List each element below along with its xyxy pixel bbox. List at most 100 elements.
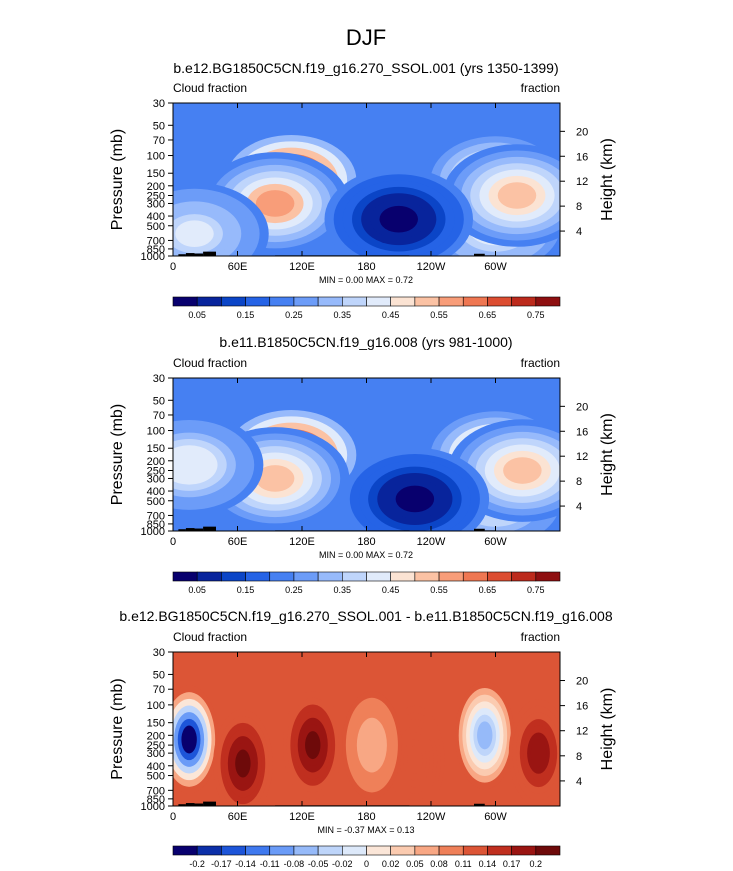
colorbar-swatch xyxy=(221,296,246,307)
panel-title: b.e12.BG1850C5CN.f19_g16.270_SSOL.001 (y… xyxy=(173,60,558,76)
y-tick-label: 300 xyxy=(147,198,165,210)
colorbar-label: 0.14 xyxy=(479,859,497,869)
y-tick-label: 300 xyxy=(147,473,165,485)
colorbar-swatch xyxy=(390,296,416,307)
colorbar-swatch xyxy=(462,571,488,582)
topography-block xyxy=(178,529,186,531)
colorbar: 0.05 0.15 0.25 0.35 0.45 0.55 0.65 0.75 xyxy=(172,571,561,595)
colorbar-swatch xyxy=(487,296,512,307)
x-tick-label: 120W xyxy=(417,536,446,548)
colorbar-swatch xyxy=(172,571,198,582)
colorbar: -0.2 -0.17 -0.14 -0.11 -0.08 -0.05 -0.02 0 0.02 0… xyxy=(172,845,561,869)
colorbar-label: 0.35 xyxy=(334,310,352,320)
contour-feature-5 xyxy=(530,739,547,768)
colorbar-swatch xyxy=(342,571,367,582)
x-tick-label: 0 xyxy=(170,536,176,548)
colorbar-label: 0.05 xyxy=(188,585,206,595)
y-tick-label: 30 xyxy=(153,98,165,110)
colorbar-label: 0.15 xyxy=(237,585,255,595)
colorbar-swatch xyxy=(245,296,271,307)
colorbar-label: 0.45 xyxy=(382,310,400,320)
colorbar-label: 0 xyxy=(364,859,369,869)
contour-field xyxy=(173,103,560,256)
y-tick-label: 50 xyxy=(153,669,165,681)
y-right-tick-label: 16 xyxy=(576,426,588,438)
colorbar-swatch xyxy=(511,296,537,307)
left-label: Cloud fraction xyxy=(173,630,247,644)
y-tick-label: 400 xyxy=(147,761,165,773)
colorbar: 0.05 0.15 0.25 0.35 0.45 0.55 0.65 0.75 xyxy=(172,296,561,320)
y-right-tick-label: 16 xyxy=(576,151,588,163)
x-tick-label: 60W xyxy=(484,811,507,823)
colorbar-swatch xyxy=(438,845,464,856)
colorbar-swatch xyxy=(511,845,537,856)
colorbar-label: 0.17 xyxy=(503,859,521,869)
x-tick-label: 120E xyxy=(289,811,315,823)
y-right-tick-label: 12 xyxy=(576,726,588,738)
y-axis-label-right: Height (km) xyxy=(599,413,616,496)
colorbar-label: 0.45 xyxy=(382,585,400,595)
contour-feature-2 xyxy=(255,465,295,492)
y-tick-label: 100 xyxy=(147,151,165,163)
y-tick-label: 100 xyxy=(147,426,165,438)
colorbar-label: -0.05 xyxy=(308,859,329,869)
y-tick-label: 1000 xyxy=(141,251,165,263)
colorbar-label: 0.55 xyxy=(430,310,448,320)
colorbar-swatch xyxy=(487,571,512,582)
topography-block xyxy=(203,251,216,256)
left-label: Cloud fraction xyxy=(173,356,247,370)
colorbar-swatch xyxy=(196,296,222,307)
colorbar-label: 0.05 xyxy=(188,310,206,320)
colorbar-swatch xyxy=(511,571,537,582)
topography-block xyxy=(178,804,186,806)
colorbar-swatch xyxy=(196,571,222,582)
colorbar-label: 0.2 xyxy=(530,859,543,869)
left-label: Cloud fraction xyxy=(173,81,247,95)
colorbar-swatch xyxy=(535,845,561,856)
y-tick-label: 250 xyxy=(147,466,165,478)
colorbar-swatch xyxy=(245,571,271,582)
topography-block xyxy=(194,528,204,531)
colorbar-swatch xyxy=(269,845,295,856)
y-tick-label: 700 xyxy=(147,510,165,522)
y-axis-label-right: Height (km) xyxy=(599,688,616,771)
y-tick-label: 150 xyxy=(147,443,165,455)
colorbar-swatch xyxy=(366,296,391,307)
colorbar-swatch xyxy=(414,845,440,856)
colorbar-swatch xyxy=(342,296,367,307)
y-tick-label: 70 xyxy=(153,135,165,147)
colorbar-swatch xyxy=(535,296,561,307)
colorbar-swatch xyxy=(438,571,464,582)
topography-block xyxy=(194,253,204,256)
contour-field xyxy=(173,652,560,806)
colorbar-label: 0.55 xyxy=(430,585,448,595)
y-tick-label: 500 xyxy=(147,496,165,508)
y-right-tick-label: 20 xyxy=(576,401,588,413)
colorbar-label: 0.75 xyxy=(527,585,545,595)
y-tick-label: 250 xyxy=(147,191,165,203)
y-right-tick-label: 20 xyxy=(576,126,588,138)
colorbar-label: 0.25 xyxy=(285,310,303,320)
topography-block xyxy=(194,803,204,806)
panel-2: b.e11.B1850C5CN.f19_g16.008 (yrs 981-100… xyxy=(109,334,616,595)
topography-block xyxy=(203,526,216,531)
colorbar-swatch xyxy=(317,845,343,856)
colorbar-label: 0.05 xyxy=(406,859,424,869)
topography-block xyxy=(185,803,195,806)
y-tick-label: 850 xyxy=(147,519,165,531)
colorbar-label: -0.11 xyxy=(260,859,280,869)
topography-block xyxy=(178,254,186,256)
main-title: DJF xyxy=(346,25,386,50)
y-tick-label: 100 xyxy=(147,700,165,712)
y-tick-label: 500 xyxy=(147,221,165,233)
contour-feature-6 xyxy=(497,182,537,209)
contour-feature-5 xyxy=(173,451,209,479)
right-label: fraction xyxy=(521,356,560,370)
topography-block xyxy=(203,801,216,806)
contour-feature-2 xyxy=(255,190,295,217)
contour-feature-5 xyxy=(175,220,214,248)
x-tick-label: 120E xyxy=(289,261,315,273)
y-right-tick-label: 16 xyxy=(576,701,588,713)
right-label: fraction xyxy=(521,630,560,644)
y-axis-label-right: Height (km) xyxy=(599,138,616,221)
